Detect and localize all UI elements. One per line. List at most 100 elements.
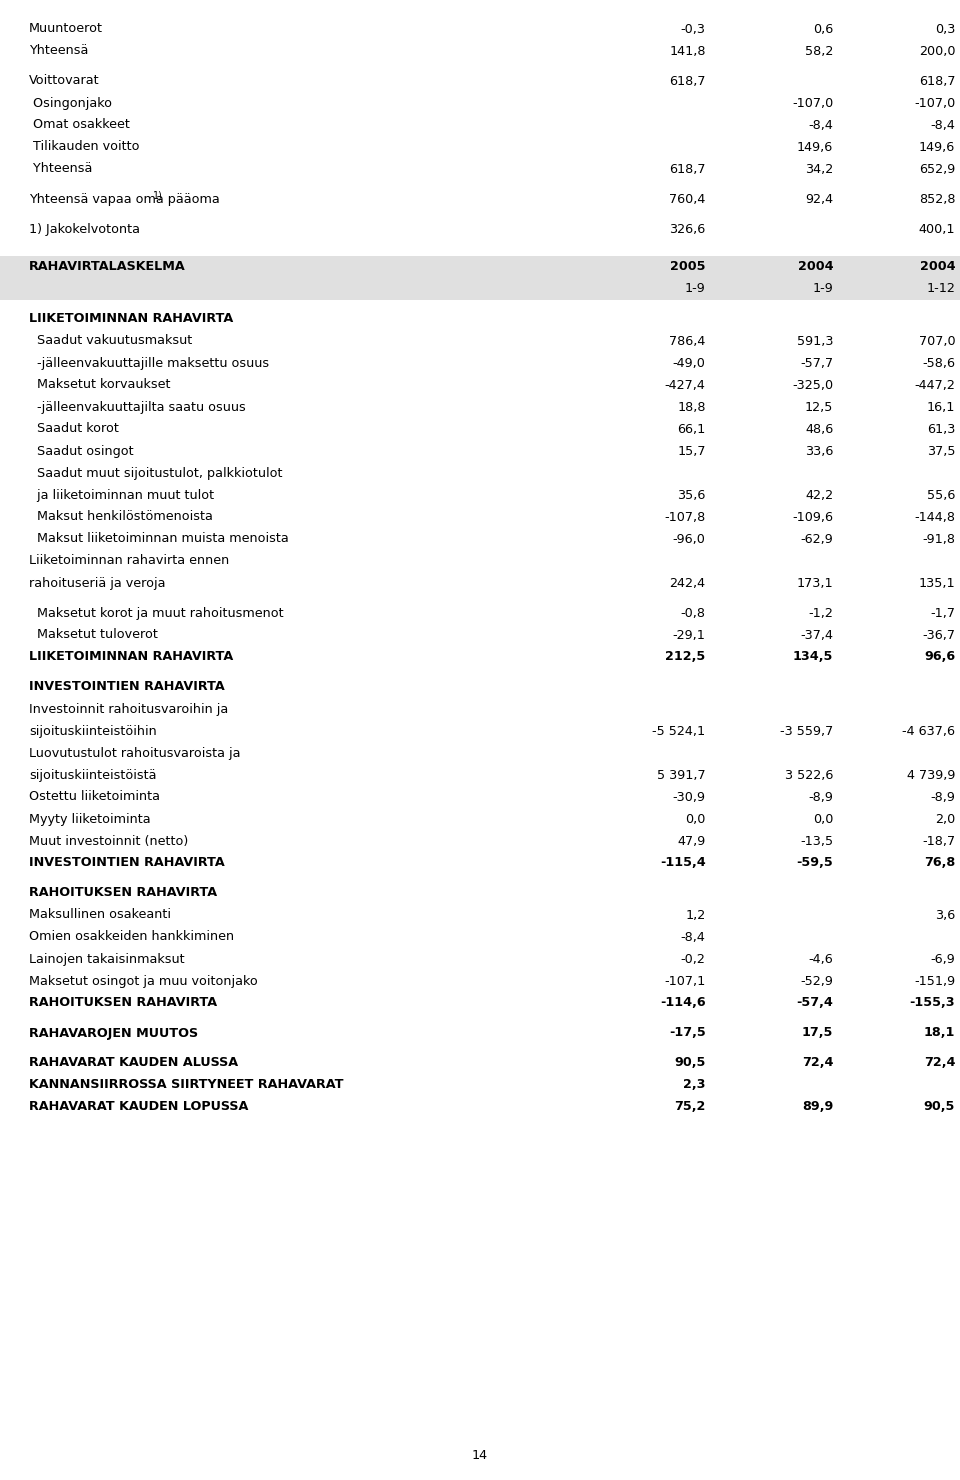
Text: -52,9: -52,9 xyxy=(801,974,833,987)
Text: -151,9: -151,9 xyxy=(914,974,955,987)
Text: -107,0: -107,0 xyxy=(792,96,833,110)
Text: 42,2: 42,2 xyxy=(805,488,833,502)
Text: 134,5: 134,5 xyxy=(793,651,833,663)
Text: Omat osakkeet: Omat osakkeet xyxy=(29,118,130,132)
Text: Osingonjako: Osingonjako xyxy=(29,96,111,110)
Text: Maksut henkilöstömenoista: Maksut henkilöstömenoista xyxy=(29,511,213,524)
Text: 3 522,6: 3 522,6 xyxy=(785,768,833,781)
Text: 852,8: 852,8 xyxy=(919,192,955,206)
Text: -49,0: -49,0 xyxy=(673,357,706,370)
Text: LIIKETOIMINNAN RAHAVIRTA: LIIKETOIMINNAN RAHAVIRTA xyxy=(29,312,233,326)
Text: Muut investoinnit (netto): Muut investoinnit (netto) xyxy=(29,835,188,848)
Text: Luovutustulot rahoitusvaroista ja: Luovutustulot rahoitusvaroista ja xyxy=(29,746,240,759)
Text: 149,6: 149,6 xyxy=(919,141,955,154)
Text: 76,8: 76,8 xyxy=(924,857,955,869)
Text: -107,1: -107,1 xyxy=(664,974,706,987)
Text: 618,7: 618,7 xyxy=(669,163,706,176)
Text: Maksullinen osakeanti: Maksullinen osakeanti xyxy=(29,909,171,922)
Text: 66,1: 66,1 xyxy=(678,422,706,435)
Text: Omien osakkeiden hankkiminen: Omien osakkeiden hankkiminen xyxy=(29,931,234,944)
Text: sijoituskiinteistöihin: sijoituskiinteistöihin xyxy=(29,725,156,737)
Text: 141,8: 141,8 xyxy=(669,44,706,58)
Text: 58,2: 58,2 xyxy=(804,44,833,58)
Text: Tilikauden voitto: Tilikauden voitto xyxy=(29,141,139,154)
Text: 1-9: 1-9 xyxy=(812,283,833,296)
Text: 90,5: 90,5 xyxy=(924,1101,955,1113)
Text: 212,5: 212,5 xyxy=(665,651,706,663)
Text: 61,3: 61,3 xyxy=(926,422,955,435)
Text: -62,9: -62,9 xyxy=(801,533,833,546)
Text: -36,7: -36,7 xyxy=(923,629,955,641)
Text: Maksetut tuloverot: Maksetut tuloverot xyxy=(29,629,157,641)
Text: -jälleenvakuuttajilta saatu osuus: -jälleenvakuuttajilta saatu osuus xyxy=(29,401,246,413)
Text: 92,4: 92,4 xyxy=(805,192,833,206)
Text: Saadut muut sijoitustulot, palkkiotulot: Saadut muut sijoitustulot, palkkiotulot xyxy=(29,466,282,480)
Text: -114,6: -114,6 xyxy=(660,996,706,1009)
Text: Maksetut korot ja muut rahoitusmenot: Maksetut korot ja muut rahoitusmenot xyxy=(29,607,283,620)
Text: RAHOITUKSEN RAHAVIRTA: RAHOITUKSEN RAHAVIRTA xyxy=(29,887,217,900)
Text: -91,8: -91,8 xyxy=(923,533,955,546)
Text: 15,7: 15,7 xyxy=(677,444,706,457)
Text: -18,7: -18,7 xyxy=(922,835,955,848)
Text: 72,4: 72,4 xyxy=(802,1057,833,1070)
Text: Maksetut osingot ja muu voitonjako: Maksetut osingot ja muu voitonjako xyxy=(29,974,257,987)
Text: -3 559,7: -3 559,7 xyxy=(780,725,833,737)
Text: -29,1: -29,1 xyxy=(673,629,706,641)
Text: 242,4: 242,4 xyxy=(669,577,706,589)
Text: -109,6: -109,6 xyxy=(792,511,833,524)
Text: sijoituskiinteistöistä: sijoituskiinteistöistä xyxy=(29,768,156,781)
Text: Maksetut korvaukset: Maksetut korvaukset xyxy=(29,379,170,392)
Text: 400,1: 400,1 xyxy=(919,222,955,235)
Text: Yhteensä: Yhteensä xyxy=(29,163,92,176)
Text: -57,4: -57,4 xyxy=(797,996,833,1009)
Text: 47,9: 47,9 xyxy=(678,835,706,848)
Text: -58,6: -58,6 xyxy=(923,357,955,370)
Text: Lainojen takaisinmaksut: Lainojen takaisinmaksut xyxy=(29,953,184,965)
Text: Investoinnit rahoitusvaroihin ja: Investoinnit rahoitusvaroihin ja xyxy=(29,703,228,715)
Text: -57,7: -57,7 xyxy=(800,357,833,370)
Text: 173,1: 173,1 xyxy=(797,577,833,589)
Text: 17,5: 17,5 xyxy=(802,1027,833,1039)
Text: 0,0: 0,0 xyxy=(813,813,833,826)
Text: INVESTOINTIEN RAHAVIRTA: INVESTOINTIEN RAHAVIRTA xyxy=(29,681,225,694)
Text: Myyty liiketoiminta: Myyty liiketoiminta xyxy=(29,813,151,826)
Text: Yhteensä: Yhteensä xyxy=(29,44,88,58)
Text: 200,0: 200,0 xyxy=(919,44,955,58)
Text: 14: 14 xyxy=(472,1449,488,1462)
Text: 55,6: 55,6 xyxy=(926,488,955,502)
Text: -1,7: -1,7 xyxy=(930,607,955,620)
Text: 90,5: 90,5 xyxy=(674,1057,706,1070)
Text: -1,2: -1,2 xyxy=(808,607,833,620)
Text: RAHAVAROJEN MUUTOS: RAHAVAROJEN MUUTOS xyxy=(29,1027,198,1039)
Text: Yhteensä vapaa oma pääoma: Yhteensä vapaa oma pääoma xyxy=(29,192,224,206)
Text: 1-9: 1-9 xyxy=(684,283,706,296)
Text: KANNANSIIRROSSA SIIRTYNEET RAHAVARAT: KANNANSIIRROSSA SIIRTYNEET RAHAVARAT xyxy=(29,1079,344,1092)
Text: -8,9: -8,9 xyxy=(930,790,955,804)
Text: 707,0: 707,0 xyxy=(919,334,955,348)
Text: -6,9: -6,9 xyxy=(930,953,955,965)
Text: 1,2: 1,2 xyxy=(685,909,706,922)
Text: -30,9: -30,9 xyxy=(673,790,706,804)
Text: 35,6: 35,6 xyxy=(677,488,706,502)
Text: 37,5: 37,5 xyxy=(926,444,955,457)
Bar xyxy=(0,256,960,300)
Text: 591,3: 591,3 xyxy=(797,334,833,348)
Text: -8,4: -8,4 xyxy=(681,931,706,944)
Text: 0,6: 0,6 xyxy=(813,22,833,36)
Text: 326,6: 326,6 xyxy=(669,222,706,235)
Text: -0,3: -0,3 xyxy=(681,22,706,36)
Text: 96,6: 96,6 xyxy=(924,651,955,663)
Text: RAHAVARAT KAUDEN LOPUSSA: RAHAVARAT KAUDEN LOPUSSA xyxy=(29,1101,249,1113)
Text: 18,8: 18,8 xyxy=(677,401,706,413)
Text: Saadut osingot: Saadut osingot xyxy=(29,444,133,457)
Text: -0,2: -0,2 xyxy=(681,953,706,965)
Text: -447,2: -447,2 xyxy=(914,379,955,392)
Text: -4 637,6: -4 637,6 xyxy=(902,725,955,737)
Text: -107,8: -107,8 xyxy=(664,511,706,524)
Text: 0,3: 0,3 xyxy=(935,22,955,36)
Text: 652,9: 652,9 xyxy=(919,163,955,176)
Text: 5 391,7: 5 391,7 xyxy=(657,768,706,781)
Text: 3,6: 3,6 xyxy=(935,909,955,922)
Text: 48,6: 48,6 xyxy=(805,422,833,435)
Text: 760,4: 760,4 xyxy=(669,192,706,206)
